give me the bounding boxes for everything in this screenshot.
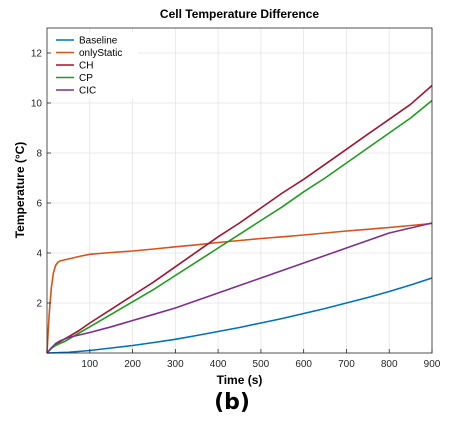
panel-label: (b) [214, 390, 250, 415]
x-tick-label: 300 [167, 359, 184, 370]
plot-frame [46, 27, 433, 354]
series-line-cic [46, 222, 433, 354]
x-tick-label: 500 [253, 359, 270, 370]
x-tick-label: 400 [210, 359, 227, 370]
y-tick-label: 8 [36, 149, 42, 160]
x-tick-label: 700 [338, 359, 355, 370]
y-tick-label: 12 [31, 49, 43, 60]
x-axis-label: Time (s) [217, 373, 263, 387]
x-axis-ticks: 100 200 300 400 500 600 700 800 900 [81, 349, 441, 370]
series-line-cp [46, 99, 433, 354]
x-tick-label: 600 [295, 359, 312, 370]
y-tick-label: 6 [36, 199, 42, 210]
legend-label: CP [79, 73, 93, 84]
series-line-onlystatic [46, 222, 433, 354]
legend-label: Baseline [79, 36, 118, 47]
series-layer [46, 84, 433, 354]
legend-label: CH [79, 61, 93, 72]
y-tick-label: 4 [36, 249, 42, 260]
x-tick-label: 100 [81, 359, 98, 370]
chart-title: Cell Temperature Difference [160, 7, 319, 21]
line-chart: 100 200 300 400 500 600 700 800 900 2 4 6 8 10 12 Cel… [13, 7, 441, 387]
series-line-baseline [46, 277, 433, 354]
y-tick-label: 2 [36, 299, 42, 310]
x-tick-label: 800 [381, 359, 398, 370]
x-tick-label: 900 [424, 359, 441, 370]
legend-label: CIC [79, 86, 96, 97]
y-tick-label: 10 [31, 99, 43, 110]
y-axis-label: Temperature (°C) [13, 142, 27, 239]
legend-label: onlyStatic [79, 48, 122, 59]
x-tick-label: 200 [124, 359, 141, 370]
y-axis-ticks: 2 4 6 8 10 12 [31, 49, 51, 310]
